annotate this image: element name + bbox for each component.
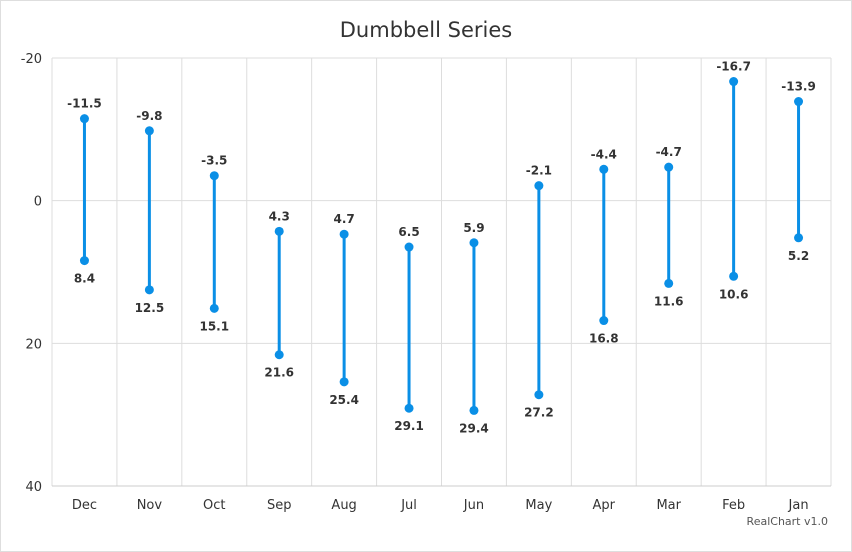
- high-value-label: 12.5: [135, 301, 165, 315]
- dumbbell-low-point: [404, 242, 414, 252]
- high-value-label: 8.4: [74, 272, 95, 286]
- low-value-label: -3.5: [201, 154, 227, 168]
- x-tick-label: Dec: [72, 498, 97, 513]
- y-tick-label: 0: [34, 195, 42, 210]
- dumbbell-high-point: [729, 271, 739, 281]
- high-value-label: 15.1: [199, 319, 229, 333]
- high-value-label: 25.4: [329, 393, 359, 407]
- dumbbell-low-point: [469, 238, 479, 248]
- dumbbell-low-point: [79, 114, 89, 124]
- dumbbell-high-point: [599, 316, 609, 326]
- x-axis: Dec Nov Oct Sep Aug Jul Jun May Apr Mar Feb Jan: [72, 498, 809, 513]
- x-tick-label: Apr: [593, 498, 616, 513]
- low-value-label: 5.9: [463, 221, 484, 235]
- x-tick-label: Oct: [203, 498, 225, 513]
- x-tick-label: Nov: [137, 498, 163, 513]
- x-tick-label: Jul: [400, 498, 417, 513]
- chart-title: Dumbbell Series: [339, 18, 513, 42]
- low-value-label: -2.1: [526, 164, 552, 178]
- low-value-label: 4.3: [269, 209, 290, 223]
- high-value-label: 27.2: [524, 406, 554, 420]
- dumbbell-high-point: [79, 256, 89, 266]
- dumbbell-high-point: [469, 405, 479, 415]
- dumbbell-high-point: [339, 377, 349, 387]
- dumbbell-low-point: [144, 126, 154, 136]
- high-value-label: 5.2: [788, 249, 809, 263]
- credits-label: RealChart v1.0: [746, 515, 828, 528]
- dumbbell-series: [79, 77, 804, 415]
- y-tick-label: 40: [25, 480, 42, 495]
- y-tick-label: 20: [25, 337, 42, 352]
- data-labels: -11.5 8.4 -9.8 12.5 -3.5 15.1 4.3 21.6 4.7 25.4 6.…: [67, 60, 816, 436]
- dumbbell-low-point: [729, 77, 739, 87]
- dumbbell-high-point: [404, 403, 414, 413]
- high-value-label: 29.4: [459, 421, 489, 435]
- low-value-label: -9.8: [136, 109, 162, 123]
- low-value-label: -4.4: [591, 147, 617, 161]
- x-tick-label: Feb: [722, 498, 745, 513]
- dumbbell-low-point: [664, 162, 674, 172]
- high-value-label: 16.8: [589, 332, 619, 346]
- dumbbell-high-point: [534, 390, 544, 400]
- grid-layer: [51, 57, 832, 487]
- dumbbell-low-point: [209, 171, 219, 181]
- dumbbell-high-point: [794, 233, 804, 243]
- dumbbell-low-point: [339, 229, 349, 239]
- dumbbell-high-point: [274, 350, 284, 360]
- high-value-label: 10.6: [719, 287, 749, 301]
- x-tick-label: Sep: [267, 498, 292, 513]
- dumbbell-high-point: [209, 303, 219, 313]
- x-tick-label: Jun: [463, 498, 484, 513]
- dumbbell-low-point: [274, 226, 284, 236]
- high-value-label: 11.6: [654, 294, 684, 308]
- dumbbell-high-point: [664, 278, 674, 288]
- low-value-label: -4.7: [656, 145, 682, 159]
- x-tick-label: Aug: [331, 498, 356, 513]
- dumbbell-low-point: [794, 97, 804, 107]
- high-value-label: 29.1: [394, 419, 424, 433]
- low-value-label: 6.5: [398, 225, 419, 239]
- y-tick-label: -20: [21, 52, 42, 67]
- y-axis: -20 0 20 40: [21, 52, 42, 495]
- x-tick-label: May: [525, 498, 552, 513]
- low-value-label: -13.9: [781, 80, 816, 94]
- high-value-label: 21.6: [264, 366, 294, 380]
- x-tick-label: Mar: [656, 498, 681, 513]
- dumbbell-high-point: [144, 285, 154, 295]
- x-tick-label: Jan: [788, 498, 809, 513]
- low-value-label: 4.7: [333, 212, 354, 226]
- low-value-label: -11.5: [67, 97, 102, 111]
- low-value-label: -16.7: [716, 60, 751, 74]
- dumbbell-low-point: [599, 164, 609, 174]
- dumbbell-low-point: [534, 181, 544, 191]
